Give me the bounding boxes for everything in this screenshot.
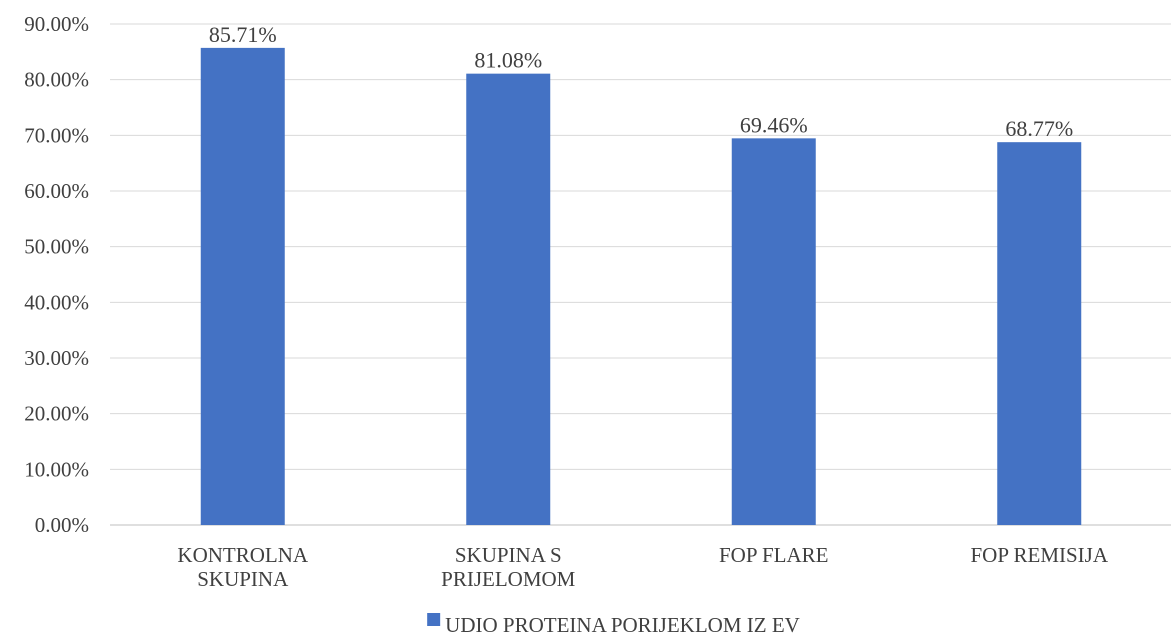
data-label: 81.08% <box>474 48 542 73</box>
y-tick-label: 60.00% <box>24 179 89 203</box>
x-category-label: SKUPINA S <box>455 543 562 567</box>
y-tick-label: 50.00% <box>24 235 89 259</box>
bars <box>200 47 1082 525</box>
data-labels: 85.71% 81.08% 69.46% 68.77% <box>209 22 1073 141</box>
y-tick-label: 20.00% <box>24 402 89 426</box>
x-category-label: SKUPINA <box>197 567 289 591</box>
bar <box>731 138 816 525</box>
legend-swatch <box>427 613 441 626</box>
x-category-label: KONTROLNA <box>177 543 308 567</box>
data-label: 85.71% <box>209 22 277 47</box>
gridlines <box>110 23 1171 526</box>
bar <box>200 47 285 525</box>
y-tick-label: 10.00% <box>24 457 89 481</box>
bar <box>466 73 551 525</box>
y-axis-ticks: 0.00% 10.00% 20.00% 30.00% 40.00% 50.00% 60.00… <box>24 12 89 537</box>
y-tick-label: 30.00% <box>24 346 89 370</box>
y-tick-label: 40.00% <box>24 290 89 314</box>
y-tick-label: 0.00% <box>35 513 89 537</box>
legend-label: UDIO PROTEINA PORIJEKLOM IZ EV <box>445 613 800 637</box>
data-label: 68.77% <box>1005 116 1073 141</box>
y-tick-label: 80.00% <box>24 68 89 92</box>
data-label: 69.46% <box>740 112 808 137</box>
y-tick-label: 90.00% <box>24 12 89 36</box>
legend: UDIO PROTEINA PORIJEKLOM IZ EV <box>427 613 800 637</box>
x-category-label: PRIJELOMOM <box>441 567 576 591</box>
y-tick-label: 70.00% <box>24 123 89 147</box>
bar <box>997 142 1082 525</box>
x-category-label: FOP REMISIJA <box>970 543 1108 567</box>
x-category-label: FOP FLARE <box>719 543 829 567</box>
